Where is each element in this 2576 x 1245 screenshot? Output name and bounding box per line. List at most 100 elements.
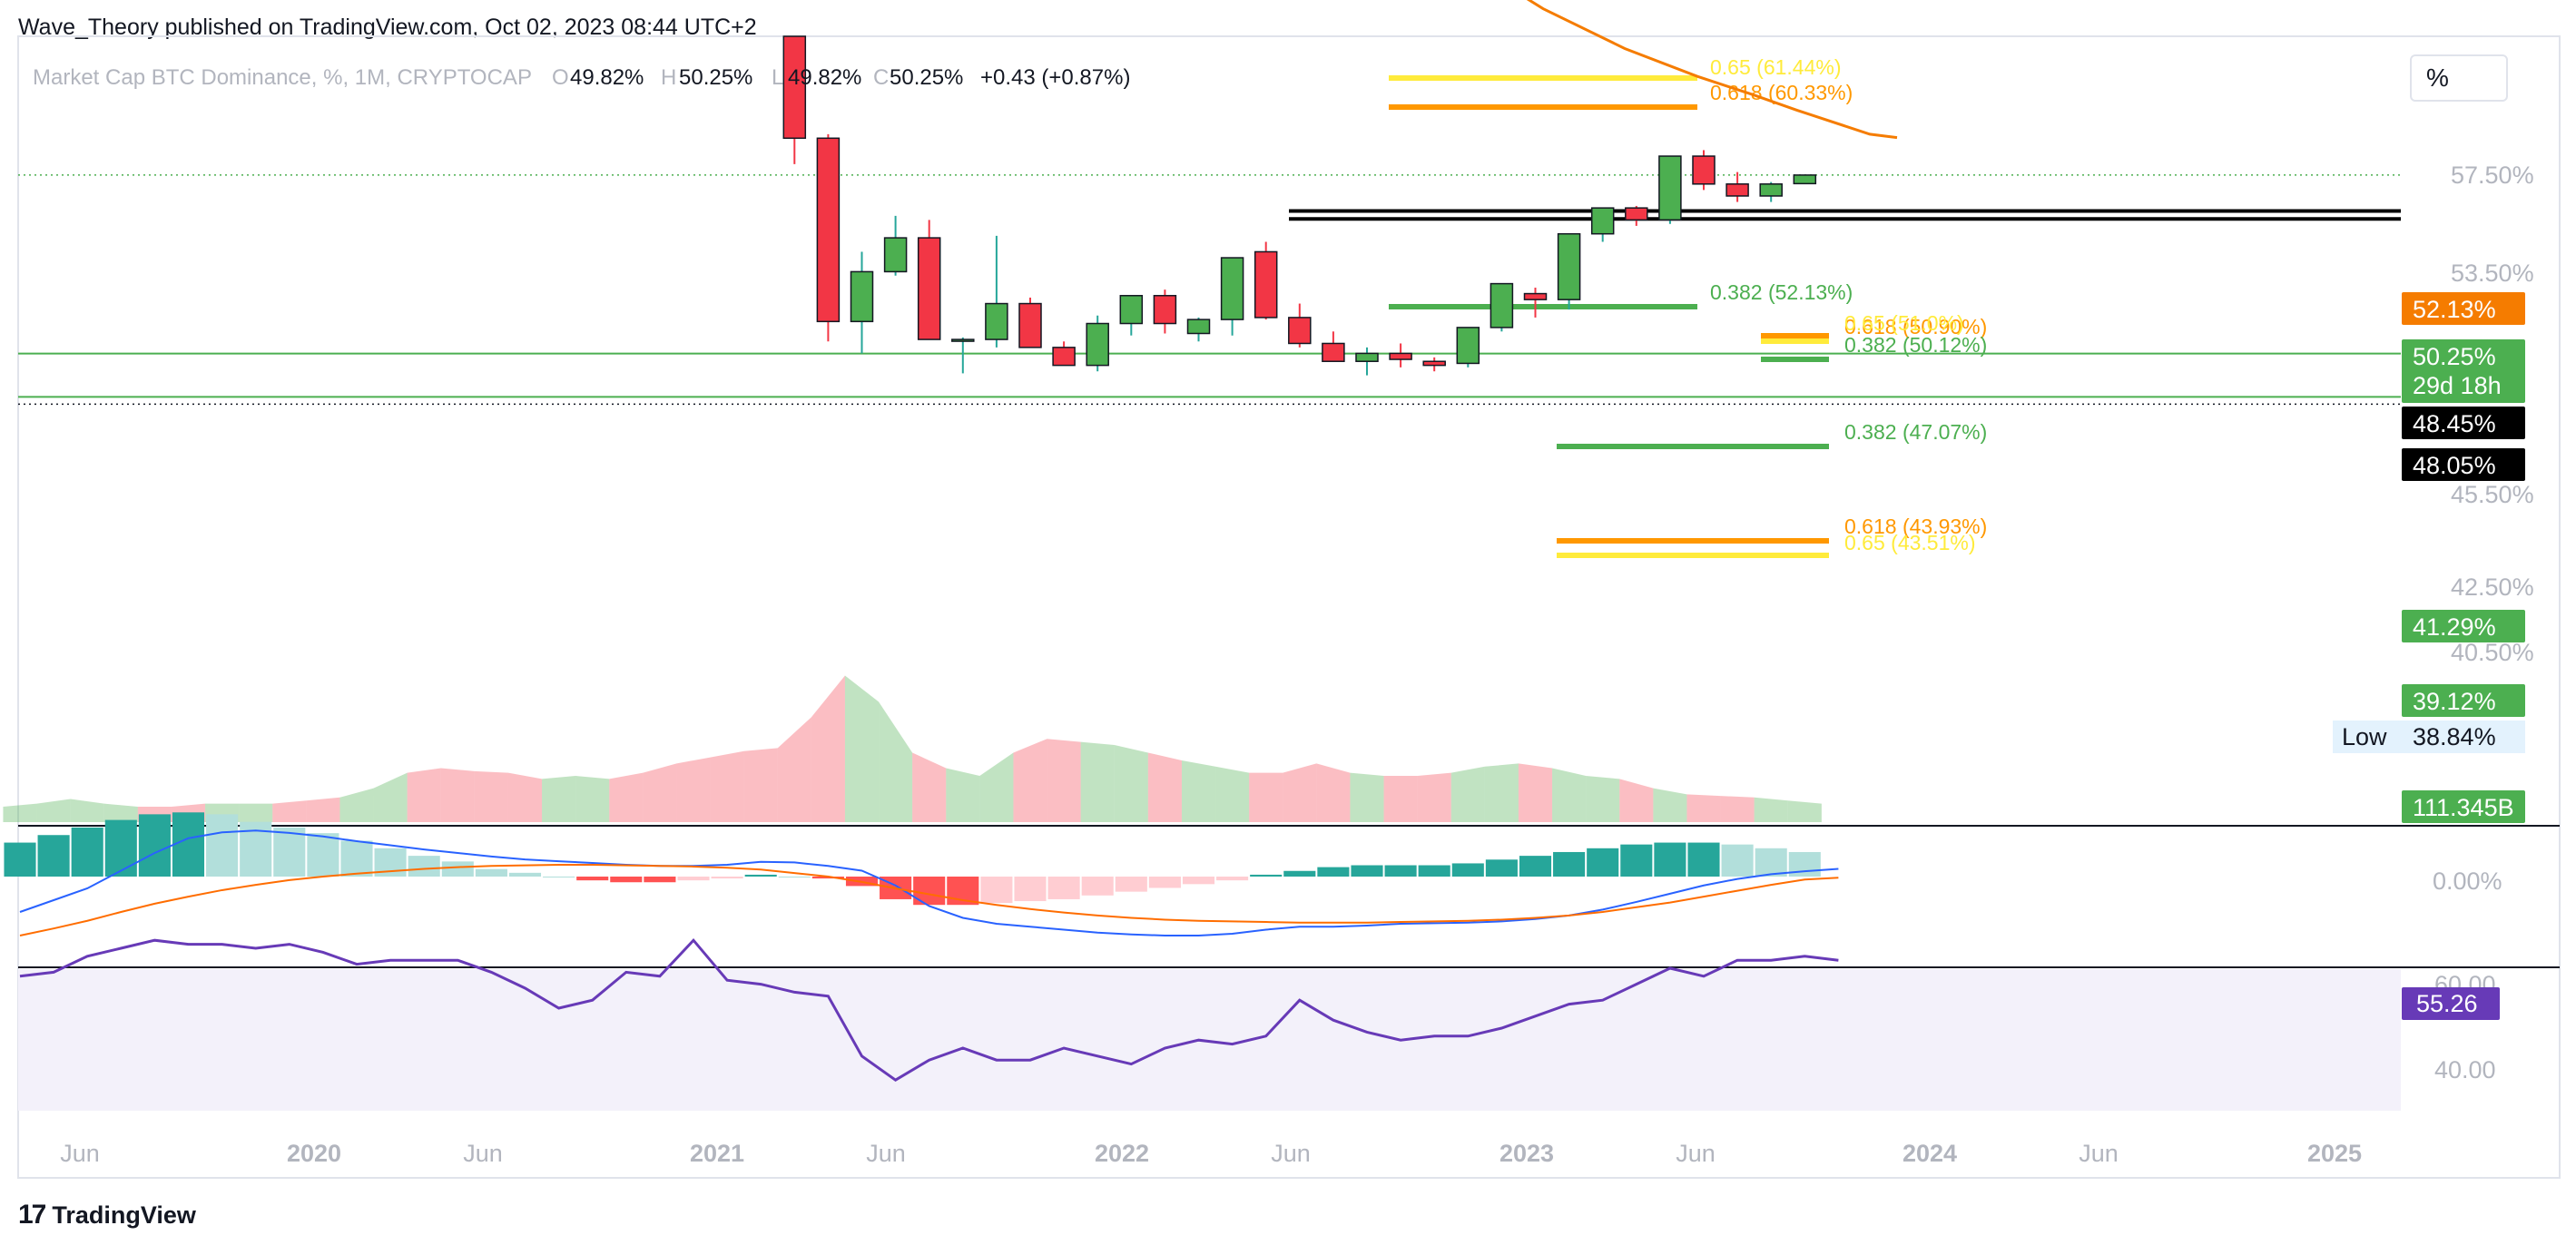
volume-segment xyxy=(306,797,340,822)
candle-body xyxy=(883,237,908,273)
macd-histogram-bar xyxy=(1317,867,1350,877)
volume-segment xyxy=(272,800,307,822)
macd-histogram-bar xyxy=(1519,856,1552,877)
volume-segment xyxy=(1450,766,1485,822)
percent-scale-button[interactable]: % xyxy=(2410,54,2508,102)
volume-segment xyxy=(407,768,441,822)
macd-histogram-bar xyxy=(1451,863,1484,877)
macd-histogram-bar xyxy=(913,877,946,906)
candle-body xyxy=(1692,155,1716,185)
macd-histogram-bar xyxy=(1182,877,1215,885)
volume-segment xyxy=(1518,763,1553,822)
volume-segment xyxy=(879,701,913,822)
macd-histogram-bar xyxy=(340,840,373,877)
volume-segment xyxy=(1619,779,1654,822)
macd-histogram-bar xyxy=(711,877,743,879)
macd-histogram-bar xyxy=(1250,874,1283,877)
volume-segment xyxy=(1181,760,1216,822)
price-tag-label: 48.05% xyxy=(2413,452,2496,479)
volume-segment xyxy=(1686,794,1721,822)
volume-area xyxy=(3,675,1822,822)
candle-body xyxy=(1153,295,1177,325)
price-axis-label: 40.50% xyxy=(2451,639,2534,666)
fib-label: 0.65 (61.44%) xyxy=(1710,55,1841,79)
candle-body xyxy=(1018,302,1042,348)
volume-segment xyxy=(1047,739,1081,822)
fib-label: 0.618 (50.90%) xyxy=(1844,315,1987,338)
candle-body xyxy=(1625,207,1648,221)
volume-segment xyxy=(676,757,711,822)
macd-histogram-bar xyxy=(1384,865,1417,877)
legend-c-label: C xyxy=(873,65,889,90)
macd-histogram-bar xyxy=(508,872,542,877)
volume-segment xyxy=(1787,800,1822,822)
low-value-label: 38.84% xyxy=(2413,723,2496,750)
macd-histogram-bar xyxy=(1351,865,1383,877)
volume-segment xyxy=(474,770,508,822)
candle-body xyxy=(1086,322,1109,367)
macd-histogram-bar xyxy=(1216,877,1249,881)
axes: 57.50%53.50%45.50%42.50%40.50%0.00%60.00… xyxy=(60,162,2533,1167)
volume-segment xyxy=(1754,797,1788,822)
candlesticks xyxy=(782,35,1817,376)
legend-l-value: 49.82% xyxy=(788,65,861,90)
rsi-indicator xyxy=(19,937,1839,1082)
macd-histogram-bar xyxy=(610,877,643,883)
candle-body xyxy=(1389,352,1412,360)
time-axis-label: Jun xyxy=(1676,1140,1716,1167)
time-axis-label: Jun xyxy=(2079,1140,2119,1167)
candle-body xyxy=(850,270,874,323)
candle-body xyxy=(1052,347,1076,367)
candle-body xyxy=(1355,352,1379,362)
tradingview-logo-mark: 17 xyxy=(18,1200,46,1230)
rsi-current-tag xyxy=(2402,987,2500,1020)
price-tag-label: 41.29% xyxy=(2413,613,2496,641)
macd-histogram-bar xyxy=(138,814,171,877)
candle-body xyxy=(1658,155,1682,221)
time-axis-label: Jun xyxy=(463,1140,503,1167)
price-tag xyxy=(2402,790,2525,823)
rsi-axis-label: 40.00 xyxy=(2434,1056,2496,1083)
macd-histogram-bar xyxy=(408,856,440,877)
volume-segment xyxy=(811,675,845,822)
macd-histogram-bar xyxy=(1283,870,1316,877)
legend-c-value: 50.25% xyxy=(890,65,963,90)
volume-segment xyxy=(844,675,880,822)
macd-histogram-bar xyxy=(71,827,103,877)
volume-segment xyxy=(743,748,778,822)
candle-body xyxy=(1422,360,1446,367)
volume-segment xyxy=(643,763,677,822)
legend-l-label: L xyxy=(772,65,783,90)
macd-histogram-bar xyxy=(1014,877,1047,902)
low-tag-label: Low xyxy=(2342,723,2387,750)
macd-histogram-bar xyxy=(811,877,844,879)
macd-histogram-bar xyxy=(273,827,306,877)
price-tag xyxy=(2402,684,2525,717)
candle-body xyxy=(1456,327,1480,365)
horizontal-lines xyxy=(18,174,2401,406)
candle-body xyxy=(985,302,1008,340)
tradingview-logo[interactable]: 17 TradingView xyxy=(18,1200,196,1230)
macd-histogram-bar xyxy=(475,868,507,877)
rsi-line xyxy=(19,937,1839,1082)
macd-histogram-bar xyxy=(104,819,137,877)
time-axis-label: 2021 xyxy=(690,1140,744,1167)
time-axis-label: Jun xyxy=(60,1140,100,1167)
volume-segment xyxy=(710,750,744,822)
volume-segment xyxy=(36,799,71,822)
tradingview-brand: TradingView xyxy=(52,1201,196,1229)
macd-histogram-bar xyxy=(1485,859,1518,877)
price-tag-label: 52.13% xyxy=(2413,296,2496,323)
price-axis-label: 53.50% xyxy=(2451,260,2534,287)
legend-h-value: 50.25% xyxy=(679,65,752,90)
macd-histogram-bar xyxy=(677,877,710,881)
volume-segment xyxy=(440,768,475,822)
candle-body xyxy=(782,35,807,140)
volume-segment xyxy=(575,776,610,822)
fib-label: 0.382 (50.12%) xyxy=(1844,333,1987,357)
volume-segment xyxy=(1383,776,1418,822)
candle-body xyxy=(816,137,841,323)
volume-segment xyxy=(1215,766,1250,822)
candle-body xyxy=(1119,295,1144,325)
